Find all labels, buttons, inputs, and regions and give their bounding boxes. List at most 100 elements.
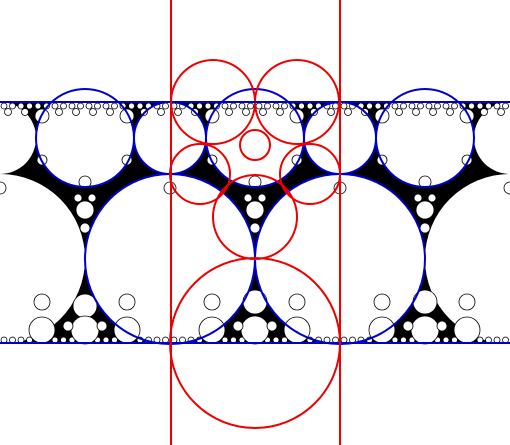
filler-disk: [373, 293, 391, 311]
filler-disk: [368, 316, 396, 344]
filler-disk: [60, 102, 67, 110]
packing-disk: [0, 102, 36, 174]
filler-disk: [327, 108, 335, 116]
filler-disk: [73, 193, 83, 203]
packing-disk: [0, 174, 85, 344]
filler-disk: [111, 102, 118, 110]
filler-disk: [113, 316, 141, 344]
filler-disk: [204, 102, 212, 110]
filler-disk: [480, 108, 488, 116]
filler-disk: [402, 320, 414, 332]
filler-disk: [451, 102, 458, 110]
filler-disk: [366, 102, 373, 110]
filler-disk: [232, 320, 244, 332]
filler-disk: [157, 108, 165, 116]
filler-disk: [417, 102, 424, 110]
filler-disk: [453, 316, 481, 344]
blue-circle: [375, 88, 475, 188]
filler-disk: [436, 320, 448, 332]
filler-disk: [196, 102, 203, 110]
filler-disk: [238, 102, 246, 110]
filler-disk: [503, 181, 510, 195]
filler-disk: [257, 193, 267, 203]
filler-disk: [203, 293, 221, 311]
filler-disk: [162, 102, 169, 110]
filler-disk: [395, 108, 403, 116]
filler-disk: [493, 102, 501, 110]
filler-disk: [255, 102, 263, 110]
filler-disk: [429, 108, 437, 116]
red-circle: [239, 129, 271, 161]
filler-disk: [102, 102, 110, 110]
filler-disk: [79, 222, 91, 234]
filler-disk: [410, 315, 440, 345]
filler-disk: [434, 102, 441, 110]
filler-disk: [85, 102, 93, 110]
filler-disk: [245, 200, 265, 220]
filler-disk: [266, 320, 278, 332]
filler-disk: [502, 102, 509, 110]
filler-disk: [72, 108, 80, 116]
filler-disk: [94, 102, 101, 110]
filler-disk: [281, 102, 288, 110]
filler-disk: [225, 108, 233, 116]
filler-disk: [458, 293, 476, 311]
filler-disk: [442, 102, 450, 110]
filler-disk: [468, 102, 475, 110]
filler-disk: [419, 222, 431, 234]
filler-disk: [391, 102, 399, 110]
filler-disk: [476, 102, 484, 110]
filler-disk: [75, 200, 95, 220]
filler-disk: [247, 102, 254, 110]
filler-disk: [400, 102, 407, 110]
filler-disk: [0, 102, 8, 110]
filler-disk: [497, 108, 505, 116]
filler-disk: [28, 316, 56, 344]
filler-disk: [198, 316, 226, 344]
filler-disk: [21, 108, 29, 116]
filler-disk: [427, 193, 437, 203]
filler-disk: [446, 108, 454, 116]
filler-disk: [230, 102, 237, 110]
filler-disk: [128, 102, 135, 110]
filler-disk: [0, 181, 7, 195]
filler-disk: [288, 293, 306, 311]
filler-disk: [55, 108, 63, 116]
filler-disk: [374, 102, 382, 110]
filler-disk: [51, 102, 59, 110]
filler-disk: [136, 102, 144, 110]
filler-disk: [62, 320, 74, 332]
filler-disk: [425, 102, 433, 110]
filler-disk: [413, 193, 423, 203]
filler-disk: [9, 102, 16, 110]
filler-disk: [89, 108, 97, 116]
filler-disk: [4, 108, 12, 116]
filler-disk: [408, 102, 416, 110]
filler-disk: [174, 108, 182, 116]
filler-disk: [87, 193, 97, 203]
filler-disk: [243, 193, 253, 203]
filler-disk: [298, 102, 305, 110]
filler-disk: [306, 102, 314, 110]
packing-disk: [425, 174, 510, 344]
filler-disk: [96, 320, 108, 332]
filler-disk: [118, 293, 136, 311]
filler-disk: [68, 102, 76, 110]
filler-disk: [340, 102, 348, 110]
filler-disk: [259, 108, 267, 116]
filler-disk: [77, 102, 84, 110]
filler-disk: [34, 102, 42, 110]
filler-disk: [106, 108, 114, 116]
filler-disk: [485, 102, 492, 110]
filler-disk: [344, 108, 352, 116]
filler-disk: [242, 108, 250, 116]
filler-disk: [240, 315, 270, 345]
filler-disk: [33, 293, 51, 311]
packing-disk: [474, 102, 510, 174]
filler-disk: [249, 222, 261, 234]
filler-disk: [272, 102, 280, 110]
filler-disk: [264, 102, 271, 110]
filler-disk: [221, 102, 229, 110]
